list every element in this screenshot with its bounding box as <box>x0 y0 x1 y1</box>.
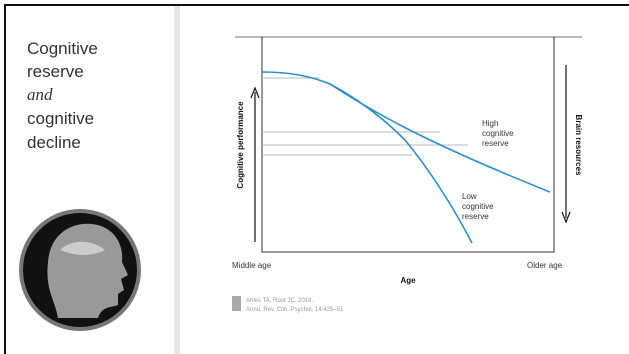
title-line: reserve <box>27 62 84 81</box>
title-line: and <box>27 85 53 104</box>
curve-label: High <box>482 119 498 128</box>
y-label: Cognitive performance <box>236 101 245 189</box>
curve-label: cognitive <box>482 129 514 138</box>
brain-illustration <box>19 209 141 331</box>
y2-label: Brain resources <box>574 115 583 176</box>
curve-label: reserve <box>462 212 489 221</box>
x-start-label: Middle age <box>232 261 272 270</box>
title-line: cognitive <box>27 109 94 128</box>
title-line: decline <box>27 133 81 152</box>
publisher-logo <box>232 296 241 311</box>
x-end-label: Older age <box>527 261 563 270</box>
title-line: Cognitive <box>27 39 98 58</box>
slide: Cognitive reserve and cognitive decline … <box>0 0 629 354</box>
x-label: Age <box>400 276 416 285</box>
citation: Annu. Rev. Clin. Psychol. 14:425–51 <box>246 307 344 313</box>
curve-label: cognitive <box>462 202 494 211</box>
curve-label: Low <box>462 192 477 201</box>
curve-label: reserve <box>482 139 509 148</box>
panel-divider <box>174 6 180 354</box>
citation: Ahles TA, Root JC. 2018. <box>246 298 313 304</box>
